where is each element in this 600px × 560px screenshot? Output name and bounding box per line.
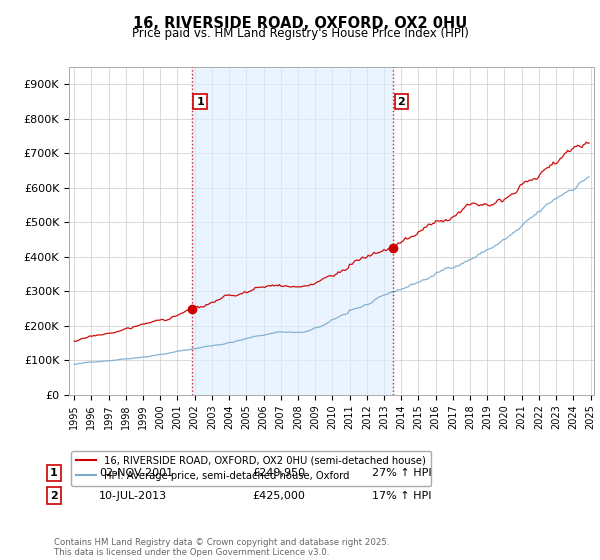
Text: £425,000: £425,000 [252, 491, 305, 501]
Text: 02-NOV-2001: 02-NOV-2001 [99, 468, 173, 478]
Text: 17% ↑ HPI: 17% ↑ HPI [372, 491, 431, 501]
Text: 1: 1 [50, 468, 58, 478]
Text: Price paid vs. HM Land Registry's House Price Index (HPI): Price paid vs. HM Land Registry's House … [131, 27, 469, 40]
Text: 2: 2 [50, 491, 58, 501]
Text: 27% ↑ HPI: 27% ↑ HPI [372, 468, 431, 478]
Text: 2: 2 [397, 97, 405, 107]
Legend: 16, RIVERSIDE ROAD, OXFORD, OX2 0HU (semi-detached house), HPI: Average price, s: 16, RIVERSIDE ROAD, OXFORD, OX2 0HU (sem… [71, 451, 431, 486]
Bar [192, 67, 393, 395]
Text: 1: 1 [196, 97, 204, 107]
Text: 10-JUL-2013: 10-JUL-2013 [99, 491, 167, 501]
Text: £249,950: £249,950 [252, 468, 305, 478]
Text: 16, RIVERSIDE ROAD, OXFORD, OX2 0HU: 16, RIVERSIDE ROAD, OXFORD, OX2 0HU [133, 16, 467, 31]
Text: Contains HM Land Registry data © Crown copyright and database right 2025.
This d: Contains HM Land Registry data © Crown c… [54, 538, 389, 557]
